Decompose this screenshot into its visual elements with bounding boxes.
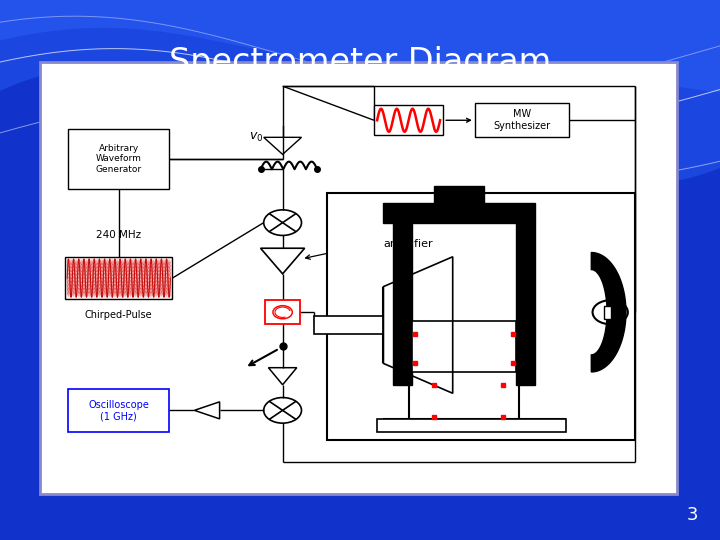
FancyBboxPatch shape xyxy=(68,389,169,431)
FancyBboxPatch shape xyxy=(474,103,570,137)
Text: $v_0$: $v_0$ xyxy=(249,131,264,144)
FancyBboxPatch shape xyxy=(433,186,484,204)
FancyBboxPatch shape xyxy=(68,129,169,188)
Polygon shape xyxy=(591,253,626,372)
FancyBboxPatch shape xyxy=(604,306,611,319)
FancyBboxPatch shape xyxy=(383,204,534,222)
FancyBboxPatch shape xyxy=(377,419,566,431)
Text: Arbitrary
Waveform
Generator: Arbitrary Waveform Generator xyxy=(96,144,142,173)
Text: 240 MHz: 240 MHz xyxy=(96,231,141,240)
FancyBboxPatch shape xyxy=(40,62,677,494)
FancyBboxPatch shape xyxy=(412,321,516,372)
FancyBboxPatch shape xyxy=(516,222,534,384)
FancyBboxPatch shape xyxy=(265,300,300,324)
FancyBboxPatch shape xyxy=(314,316,383,334)
FancyBboxPatch shape xyxy=(66,256,172,299)
Text: Spectrometer Diagram: Spectrometer Diagram xyxy=(169,45,551,79)
FancyBboxPatch shape xyxy=(374,105,444,135)
FancyBboxPatch shape xyxy=(327,193,635,440)
Polygon shape xyxy=(0,0,720,92)
Polygon shape xyxy=(0,0,720,184)
Text: 3: 3 xyxy=(687,506,698,524)
Text: amplifier: amplifier xyxy=(383,239,433,249)
FancyBboxPatch shape xyxy=(393,222,412,384)
Text: Chirped-Pulse: Chirped-Pulse xyxy=(85,310,153,320)
Text: MW
Synthesizer: MW Synthesizer xyxy=(493,110,551,131)
Text: Oscilloscope
(1 GHz): Oscilloscope (1 GHz) xyxy=(89,400,149,421)
